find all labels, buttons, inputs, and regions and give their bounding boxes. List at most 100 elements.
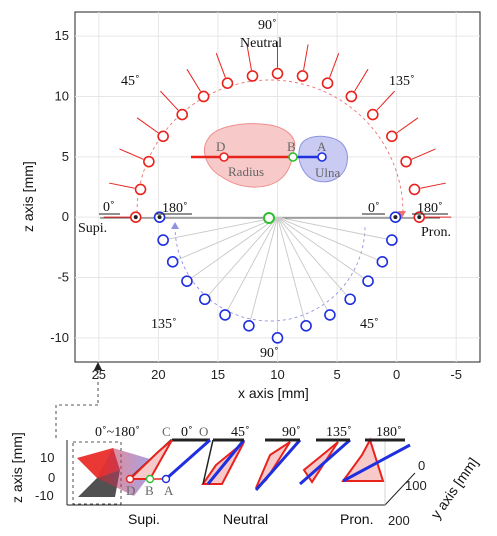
red-marker <box>197 90 210 103</box>
frame0-a <box>161 474 171 484</box>
red-marker <box>386 130 398 143</box>
red-marker <box>296 70 309 82</box>
y-tick: 0 <box>62 209 69 224</box>
blue-marker <box>181 275 193 287</box>
x-tick: -5 <box>450 367 462 382</box>
blue-marker-dot <box>393 215 398 220</box>
red-whisker <box>396 117 419 134</box>
red-marker <box>366 108 379 121</box>
frame0-blue <box>165 438 211 481</box>
red-marker <box>143 155 155 168</box>
header-range: 0˚~180˚ <box>95 425 140 440</box>
label-radius: Radius <box>228 164 264 179</box>
red-whisker <box>420 182 446 189</box>
frame90-red <box>255 441 291 489</box>
spoke <box>204 216 278 300</box>
header-0: 0˚ <box>181 425 193 440</box>
label-pron-deg: 180˚ <box>417 201 443 216</box>
x-tick: 20 <box>151 367 165 382</box>
frame-45 <box>201 438 246 485</box>
x-tick: 5 <box>333 367 340 382</box>
frame-180 <box>341 437 411 483</box>
blue-marker <box>376 256 389 268</box>
blue-marker <box>324 309 336 321</box>
red-whisker <box>354 68 369 92</box>
fan-overlay <box>72 441 160 505</box>
label-ulna: Ulna <box>315 165 341 180</box>
blue-marker <box>219 309 231 321</box>
blue-marker <box>344 293 356 306</box>
red-arc-arrow <box>398 211 406 218</box>
z3d-tick-10: 10 <box>40 450 54 465</box>
red-whisker <box>246 44 252 71</box>
label-135-bottom: 135˚ <box>151 317 177 332</box>
red-whisker <box>303 44 309 71</box>
label-neutral: Neutral <box>240 36 282 51</box>
frame45-edge <box>202 439 214 485</box>
red-whisker <box>215 53 226 78</box>
blue-marker <box>300 319 312 332</box>
red-whisker <box>136 117 159 134</box>
spoke <box>277 216 383 263</box>
x-tick: 15 <box>211 367 225 382</box>
red-markers <box>103 41 452 223</box>
y-axis-label: z axis [mm] <box>20 161 36 232</box>
frame0-d <box>125 474 135 484</box>
blue-markers <box>153 211 402 344</box>
label-a: A <box>317 139 327 154</box>
red-marker <box>271 67 284 80</box>
point-b <box>288 152 298 162</box>
spoke <box>224 216 278 316</box>
label-135-top: 135˚ <box>389 74 415 89</box>
y3d-axis-label: y axis [mm] <box>427 455 481 522</box>
red-whisker <box>329 53 340 78</box>
spoke <box>277 216 351 300</box>
label3d-a: A <box>164 483 174 498</box>
radius-shape <box>204 123 296 188</box>
x-tick: 0 <box>393 367 400 382</box>
red-marker-dot <box>133 215 138 220</box>
connector-arrow <box>94 362 102 370</box>
blue-marker <box>362 275 374 287</box>
red-marker <box>246 70 259 82</box>
y-tick: 10 <box>55 88 69 103</box>
red-whisker <box>186 68 201 92</box>
red-arc <box>136 79 404 214</box>
z3d-tick-0: 0 <box>48 470 55 485</box>
red-whisker <box>376 90 395 111</box>
y3d-tick-200: 200 <box>388 513 410 528</box>
frame90-blue <box>254 439 302 491</box>
red-marker <box>408 183 421 196</box>
y-tick: 5 <box>62 149 69 164</box>
frame180-red <box>341 437 385 482</box>
x-tick: 25 <box>92 367 106 382</box>
header-135: 135˚ <box>326 425 352 440</box>
label-blue-0: 0˚ <box>368 201 380 216</box>
label-45-bottom: 45˚ <box>360 317 379 332</box>
blue-marker <box>243 319 255 332</box>
blue-marker <box>386 234 398 246</box>
spoke <box>277 216 331 316</box>
blue-arc-arrow <box>171 222 179 229</box>
red-marker <box>176 108 189 121</box>
label-supi-deg: 0˚ <box>103 200 115 215</box>
y3d-axis <box>384 472 416 506</box>
spoke <box>172 216 278 263</box>
label3d-d: D <box>126 483 135 498</box>
header-180: 180˚ <box>376 425 402 440</box>
spokes <box>159 216 396 338</box>
label-90-top: 90˚ <box>258 18 277 33</box>
header-o: O <box>199 424 208 439</box>
frame135-blue <box>299 438 351 486</box>
label-d: D <box>216 139 225 154</box>
label3d-neutral: Neutral <box>223 511 268 527</box>
label-b: B <box>287 139 296 154</box>
red-whisker <box>119 148 144 160</box>
label3d-pron: Pron. <box>340 511 373 527</box>
y3d-tick-0: 0 <box>418 458 425 473</box>
blue-marker <box>271 332 284 344</box>
red-marker <box>221 77 234 90</box>
label-blue-180: 180˚ <box>162 201 188 216</box>
y-tick: -10 <box>50 330 69 345</box>
